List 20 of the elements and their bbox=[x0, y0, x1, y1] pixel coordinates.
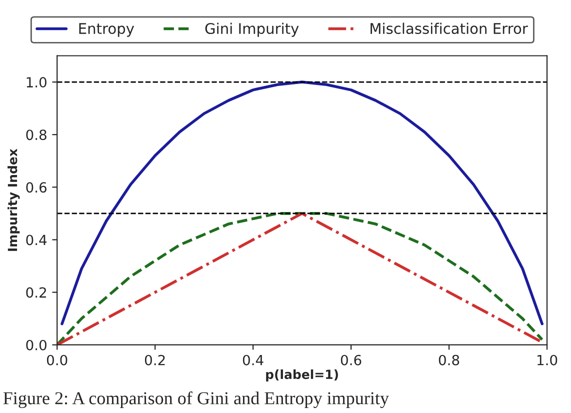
legend-label: Gini Impurity bbox=[205, 22, 299, 37]
y-tick-label: 0.4 bbox=[26, 234, 47, 246]
line-series bbox=[57, 212, 544, 345]
x-tick-label: 1.0 bbox=[538, 354, 558, 366]
y-tick-label: 0.2 bbox=[26, 287, 46, 298]
legend-label: Entropy bbox=[79, 23, 134, 37]
legend-label: Misclassification Error bbox=[370, 22, 528, 34]
x-tick-label: 0.6 bbox=[340, 354, 362, 366]
y-tick-label: 0.8 bbox=[26, 130, 46, 140]
x-tick-label: 0.8 bbox=[438, 354, 460, 366]
x-tick-label: 0.0 bbox=[46, 354, 68, 366]
x-tick-label: 0.2 bbox=[144, 354, 165, 366]
x-tick-label: 0.4 bbox=[242, 354, 264, 366]
line-series bbox=[60, 80, 544, 326]
x-axis-title: p(label=1) bbox=[266, 369, 338, 382]
y-tick-label: 1.0 bbox=[26, 77, 46, 88]
y-tick-label: 0.0 bbox=[26, 340, 46, 350]
y-axis-title: Impurity Index bbox=[8, 148, 20, 251]
y-tick-label: 0.6 bbox=[26, 182, 47, 193]
caption: Figure 2: A comparison of Gini and Entropy impurity bbox=[3, 391, 389, 408]
